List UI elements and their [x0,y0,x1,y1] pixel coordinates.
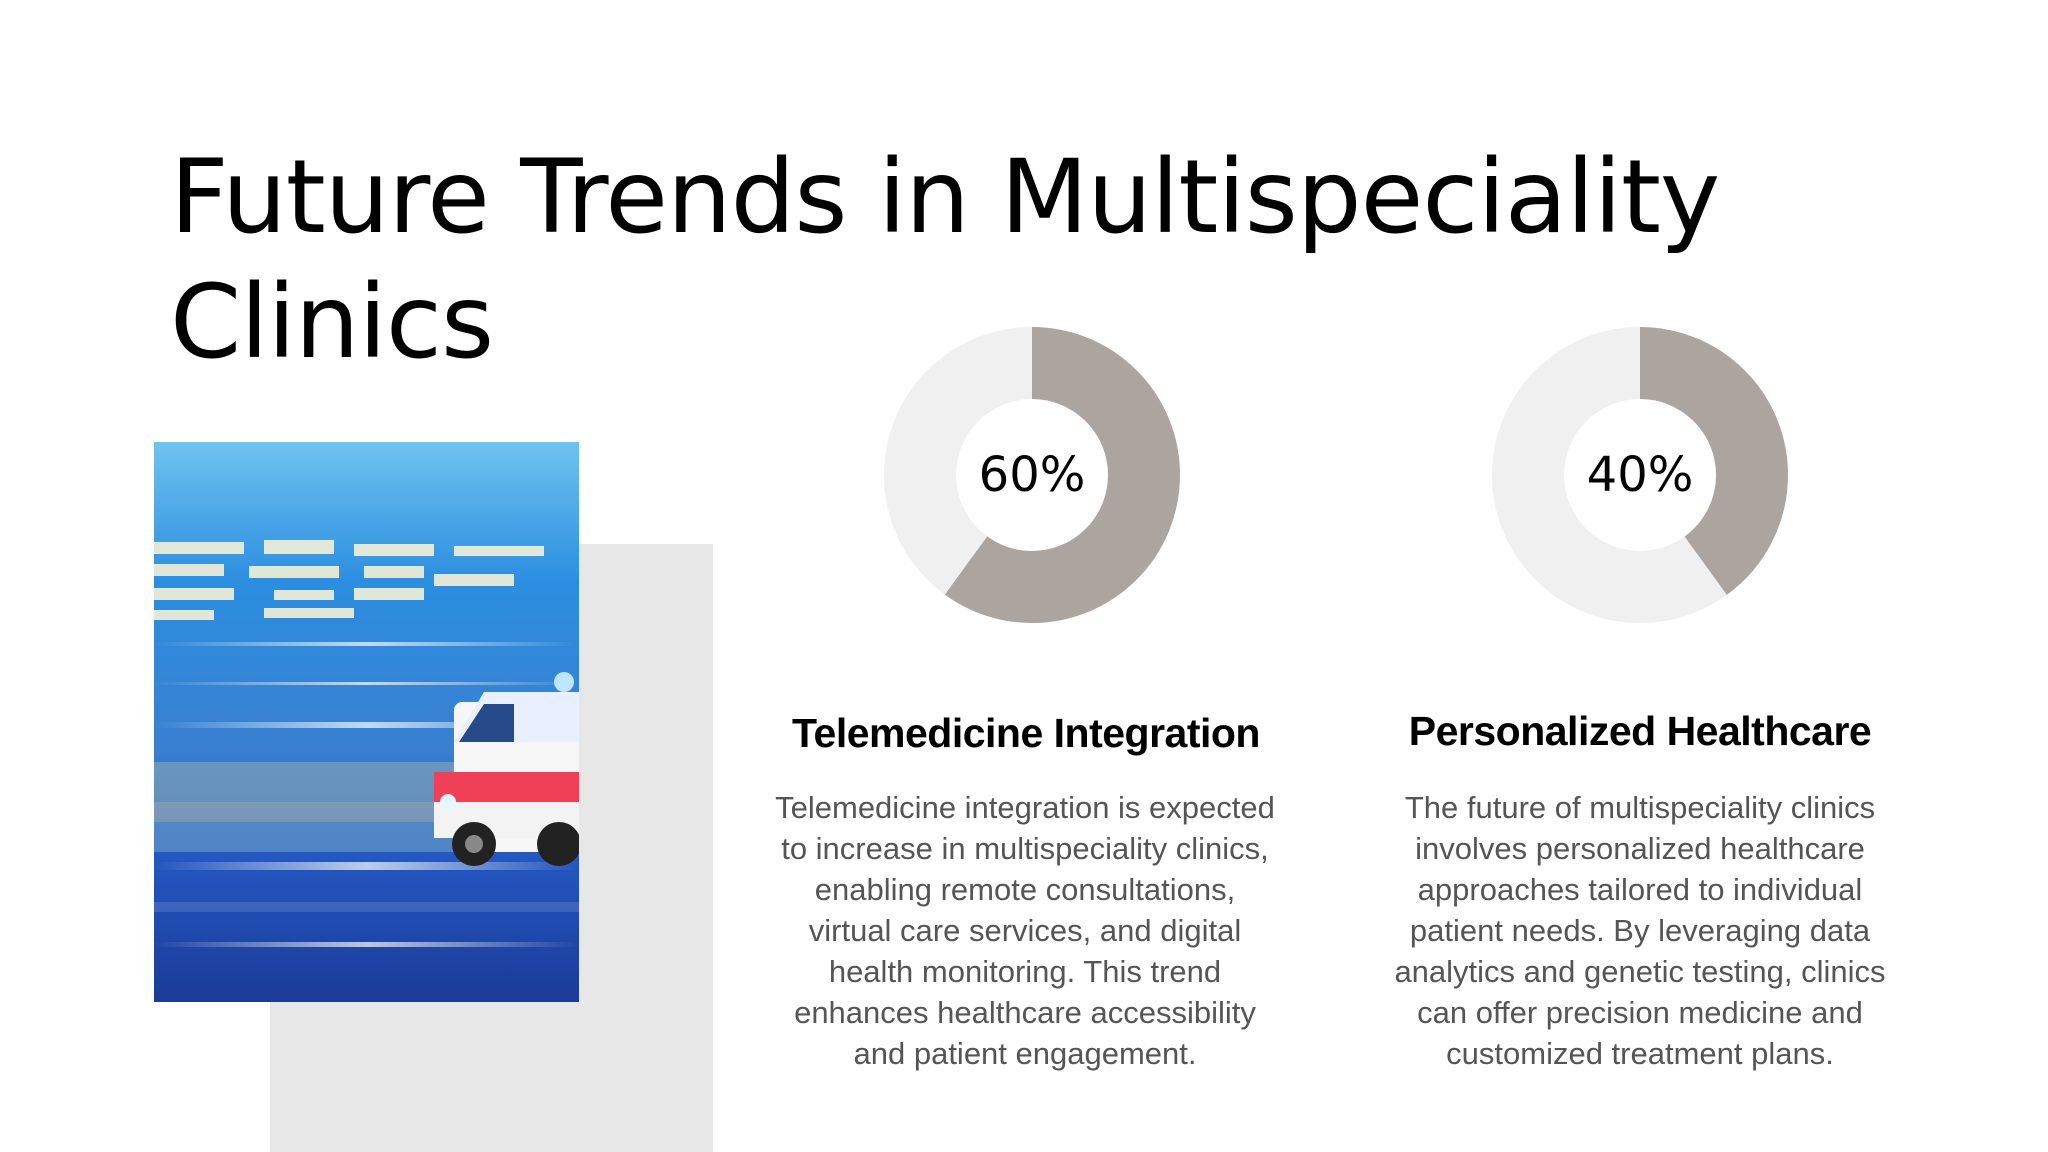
donut-svg [884,327,1180,623]
personalized-heading: Personalized Healthcare [1408,708,1872,754]
personalized-description: The future of multispeciality clinics in… [1394,790,1886,1071]
slide-title: Future Trends in Multispeciality Clinics [170,138,1720,382]
telemedicine-description: Telemedicine integration is expected to … [775,790,1275,1071]
ambulance-photo [154,442,579,1002]
telemedicine-heading: Telemedicine Integration [792,710,1260,756]
donut-chart-personalized: 40% [1485,320,1795,630]
donut-value-arc [1492,327,1788,623]
donut-percent-label: 40% [1586,447,1694,503]
donut-svg [1492,327,1788,623]
donut-percent-label: 60% [978,447,1086,503]
donut-value-arc [884,327,1180,623]
donut-chart-telemedicine: 60% [877,320,1187,630]
ambulance-photo-icon [154,442,579,1002]
